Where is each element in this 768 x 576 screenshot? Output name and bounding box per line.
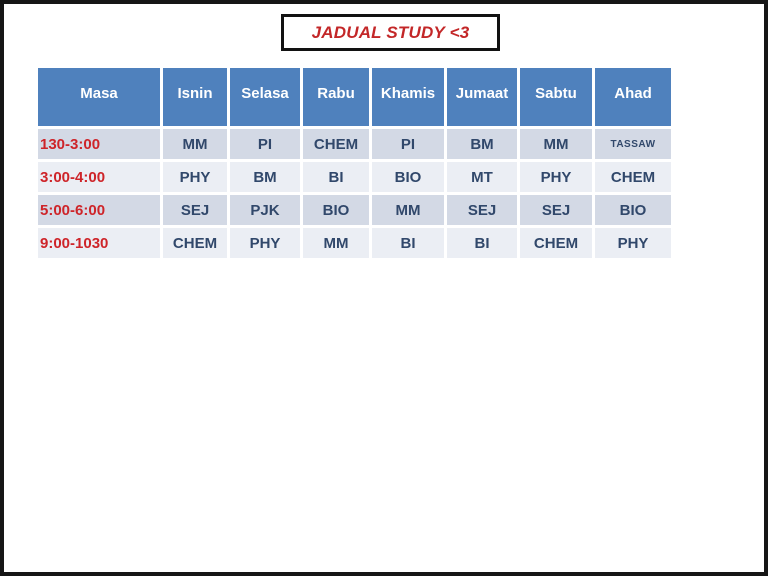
subject-cell: CHEM: [163, 228, 227, 258]
subject-cell: CHEM: [303, 129, 369, 159]
column-header: Jumaat: [447, 68, 517, 126]
subject-cell: BIO: [595, 195, 671, 225]
subject-cell: CHEM: [595, 162, 671, 192]
subject-cell: BM: [447, 129, 517, 159]
column-header: Rabu: [303, 68, 369, 126]
time-cell: 3:00-4:00: [38, 162, 160, 192]
time-cell: 9:00-1030: [38, 228, 160, 258]
subject-cell: BI: [372, 228, 444, 258]
timetable-header-row: Masa Isnin Selasa Rabu Khamis Jumaat Sabtu Ahad: [38, 68, 671, 126]
column-header: Isnin: [163, 68, 227, 126]
column-header: Khamis: [372, 68, 444, 126]
subject-cell: SEJ: [520, 195, 592, 225]
table-row: 130-3:00 MM PI CHEM PI BM MM TASSAW: [38, 129, 671, 159]
page-title: JADUAL STUDY <3: [311, 22, 470, 42]
subject-cell: PHY: [595, 228, 671, 258]
table-row: 3:00-4:00 PHY BM BI BIO MT PHY CHEM: [38, 162, 671, 192]
title-box: JADUAL STUDY <3: [281, 14, 500, 51]
table-row: 5:00-6:00 SEJ PJK BIO MM SEJ SEJ BIO: [38, 195, 671, 225]
subject-cell: MM: [372, 195, 444, 225]
subject-cell: SEJ: [163, 195, 227, 225]
timetable-body: 130-3:00 MM PI CHEM PI BM MM TASSAW 3:00-4:00 PHY…: [38, 129, 671, 258]
subject-cell: TASSAW: [595, 129, 671, 159]
time-cell: 5:00-6:00: [38, 195, 160, 225]
subject-cell: BI: [303, 162, 369, 192]
subject-cell: CHEM: [520, 228, 592, 258]
subject-cell: PI: [230, 129, 300, 159]
time-cell: 130-3:00: [38, 129, 160, 159]
subject-cell: SEJ: [447, 195, 517, 225]
subject-cell: MM: [520, 129, 592, 159]
column-header: Masa: [38, 68, 160, 126]
subject-cell: PHY: [163, 162, 227, 192]
column-header: Ahad: [595, 68, 671, 126]
column-header: Sabtu: [520, 68, 592, 126]
subject-cell: MT: [447, 162, 517, 192]
subject-cell: BI: [447, 228, 517, 258]
subject-cell: BIO: [372, 162, 444, 192]
subject-cell: MM: [303, 228, 369, 258]
column-header: Selasa: [230, 68, 300, 126]
subject-cell: BM: [230, 162, 300, 192]
subject-cell: PI: [372, 129, 444, 159]
table-row: 9:00-1030 CHEM PHY MM BI BI CHEM PHY: [38, 228, 671, 258]
subject-cell: PHY: [520, 162, 592, 192]
subject-cell: PJK: [230, 195, 300, 225]
subject-cell: PHY: [230, 228, 300, 258]
subject-cell: BIO: [303, 195, 369, 225]
subject-cell: MM: [163, 129, 227, 159]
study-timetable: Masa Isnin Selasa Rabu Khamis Jumaat Sabtu Ahad…: [35, 65, 674, 261]
